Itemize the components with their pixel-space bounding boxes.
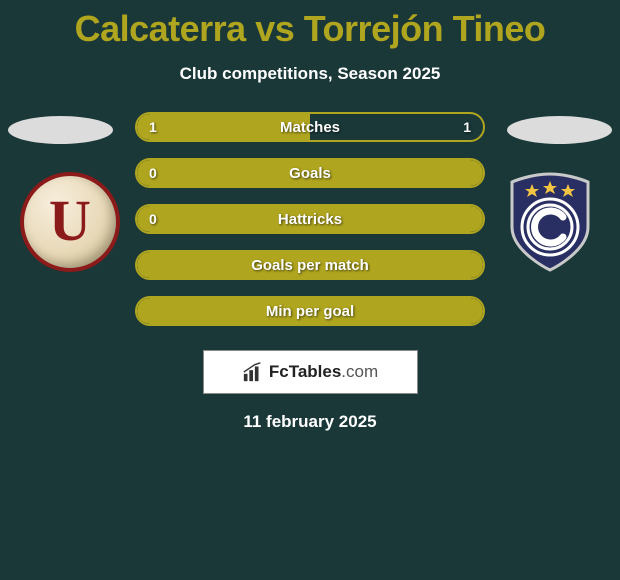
stat-bar-list: 1 Matches 1 0 Goals 0 Hattricks Goals per match… <box>135 112 485 326</box>
branding-box: FcTables.com <box>203 350 418 394</box>
stat-bar: Min per goal <box>135 296 485 326</box>
brand-name-tld: .com <box>341 362 378 381</box>
brand-name: FcTables.com <box>269 362 378 382</box>
stat-label: Min per goal <box>266 303 354 320</box>
comparison-subtitle: Club competitions, Season 2025 <box>0 64 620 84</box>
bar-chart-icon <box>242 361 264 383</box>
comparison-body: U 1Matches10Goals0HattricksGoals pe <box>0 112 620 432</box>
crest-u-letter: U <box>49 187 91 254</box>
crest-u-icon: U <box>20 172 120 272</box>
stat-value-left: 0 <box>149 165 157 181</box>
player-photo-placeholder-left <box>8 116 113 144</box>
brand-name-main: FcTables <box>269 362 341 381</box>
stat-value-left: 0 <box>149 211 157 227</box>
stat-bar: 1 Matches 1 <box>135 112 485 142</box>
crest-c-icon <box>500 172 600 272</box>
stat-bar: Goals per match <box>135 250 485 280</box>
team-crest-left: U <box>20 172 120 272</box>
stat-label: Hattricks <box>278 211 342 228</box>
stat-label: Matches <box>280 119 340 136</box>
stat-bar: 0 Hattricks <box>135 204 485 234</box>
stat-label: Goals per match <box>251 257 369 274</box>
stat-label: Goals <box>289 165 331 182</box>
team-crest-right <box>500 172 600 272</box>
stat-value-right: 1 <box>463 119 471 135</box>
stat-value-left: 1 <box>149 119 157 135</box>
stat-bar: 0 Goals <box>135 158 485 188</box>
comparison-date: 11 february 2025 <box>0 412 620 432</box>
comparison-title: Calcaterra vs Torrejón Tineo <box>0 0 620 50</box>
player-photo-placeholder-right <box>507 116 612 144</box>
